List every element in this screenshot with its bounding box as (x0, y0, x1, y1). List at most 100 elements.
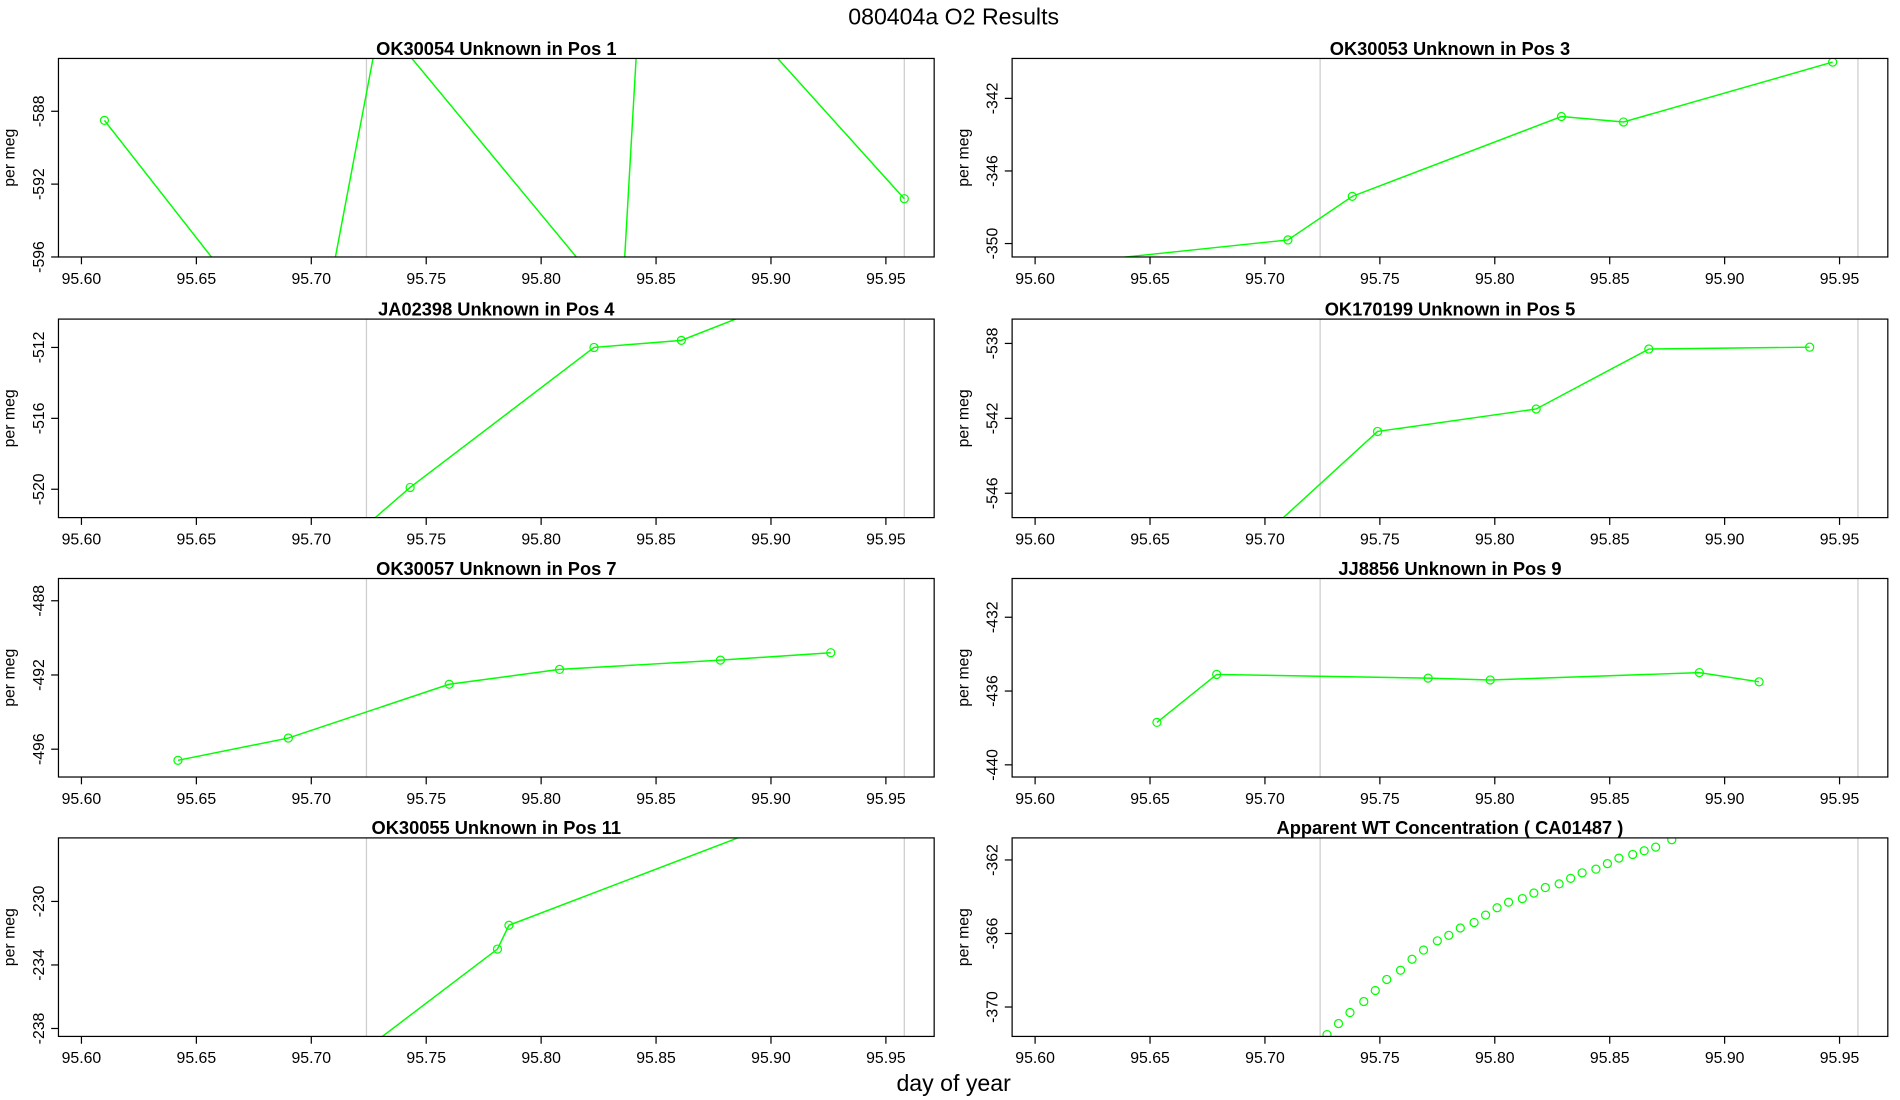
x-tick-label: 95.80 (521, 1050, 561, 1067)
x-tick-label: 95.90 (1705, 1050, 1745, 1067)
x-tick-label: 95.70 (1245, 271, 1285, 288)
y-axis-label: per meg (2, 908, 19, 966)
panel: OK30057 Unknown in Pos 7 per meg 95.60 95.6… (2, 558, 935, 808)
y-axis-label: per meg (955, 129, 972, 187)
y-tick-label: -596 (31, 241, 48, 273)
plot-frame (1011, 577, 1889, 778)
x-tick-label: 95.70 (291, 1050, 331, 1067)
plot-frame (1011, 837, 1889, 1038)
x-tick-label: 95.65 (1130, 531, 1170, 548)
x-tick-label: 95.60 (62, 531, 102, 548)
plot-area (99, 16, 909, 316)
data-point (1503, 897, 1514, 907)
x-tick-label: 95.70 (291, 531, 331, 548)
data-point (405, 482, 415, 493)
plot-area (374, 283, 821, 518)
plot-area (1118, 58, 1838, 257)
y-tick-label: -238 (31, 1012, 48, 1044)
data-point (1591, 864, 1601, 874)
panel: OK30055 Unknown in Pos 11 per meg 95.60 95.… (2, 817, 935, 1067)
data-point (283, 733, 293, 743)
data-point (715, 655, 726, 665)
x-tick-label: 95.85 (1590, 791, 1630, 808)
panel-title: OK170199 Unknown in Pos 5 (1325, 298, 1576, 319)
data-point (618, 308, 626, 316)
x-axis-label: day of year (896, 1070, 1011, 1096)
panel-title: OK30053 Unknown in Pos 3 (1330, 38, 1570, 59)
data-point (1423, 673, 1433, 683)
data-point (1566, 873, 1576, 883)
data-point (1407, 954, 1417, 964)
data-point (1628, 849, 1638, 860)
series-line (374, 319, 738, 518)
plot-frame (57, 577, 935, 778)
data-point (826, 648, 836, 658)
plot-area (381, 837, 740, 1037)
series-line (177, 651, 831, 762)
y-axis-label: per meg (955, 649, 972, 707)
x-tick-label: 95.65 (177, 1050, 217, 1067)
data-point (676, 335, 686, 345)
y-tick-label: -588 (31, 95, 48, 127)
y-axis-label: per meg (955, 908, 972, 966)
x-tick-label: 95.95 (1820, 271, 1860, 288)
data-point (1152, 717, 1162, 728)
x-tick-label: 95.70 (291, 791, 331, 808)
data-point (1395, 965, 1406, 975)
data-point (1432, 936, 1442, 946)
panel: Apparent WT Concentration ( CA01487 ) per… (955, 817, 1889, 1067)
data-point (1418, 945, 1429, 955)
y-tick-label: -440 (984, 749, 1001, 781)
plot-frame (57, 57, 935, 258)
panel: OK30054 Unknown in Pos 1 per meg 95.60 95.6… (2, 16, 935, 316)
data-point (1485, 675, 1495, 685)
y-tick-label: -370 (984, 991, 1001, 1023)
x-tick-label: 95.65 (1130, 1050, 1170, 1067)
data-point (1828, 58, 1838, 67)
x-tick-label: 95.85 (636, 271, 676, 288)
y-tick-label: -496 (31, 733, 48, 765)
x-tick-label: 95.90 (751, 531, 791, 548)
x-tick-label: 95.80 (1475, 1050, 1515, 1067)
data-point (1754, 677, 1764, 687)
panel-title: OK30054 Unknown in Pos 1 (376, 38, 616, 59)
data-point (1333, 1018, 1344, 1029)
panel-title: OK30057 Unknown in Pos 7 (376, 558, 616, 579)
data-point (1372, 426, 1383, 437)
x-tick-label: 95.85 (1590, 271, 1630, 288)
y-tick-label: -350 (984, 228, 1001, 260)
data-point (1556, 111, 1567, 122)
x-tick-label: 95.60 (1015, 531, 1055, 548)
data-point (1805, 342, 1815, 352)
data-point (589, 342, 599, 353)
data-point (1444, 930, 1454, 940)
plot-area (1152, 667, 1764, 728)
panel: JA02398 Unknown in Pos 4 per meg 95.60 95.6… (2, 283, 935, 548)
data-point (1322, 1029, 1332, 1037)
x-tick-label: 95.85 (636, 531, 676, 548)
data-point (813, 283, 821, 291)
figure-title: 080404a O2 Results (848, 3, 1059, 29)
plot-frame (57, 318, 935, 519)
x-tick-label: 95.60 (62, 271, 102, 288)
x-tick-label: 95.70 (291, 271, 331, 288)
x-tick-label: 95.85 (636, 1050, 676, 1067)
y-tick-label: -346 (984, 155, 1001, 187)
x-tick-label: 95.90 (751, 791, 791, 808)
y-tick-label: -230 (31, 885, 48, 917)
x-tick-label: 95.60 (1015, 271, 1055, 288)
y-tick-label: -542 (984, 403, 1001, 435)
x-tick-label: 95.80 (1475, 791, 1515, 808)
data-point (1639, 846, 1649, 856)
data-point (1347, 191, 1357, 201)
data-point (376, 16, 384, 24)
x-tick-label: 95.60 (62, 791, 102, 808)
panel: OK30053 Unknown in Pos 3 per meg 95.60 95.6… (955, 38, 1889, 288)
x-tick-label: 95.65 (177, 271, 217, 288)
data-point (1370, 985, 1380, 996)
data-point (1694, 667, 1704, 678)
data-point (1651, 842, 1661, 852)
series-line (381, 837, 740, 1037)
x-tick-label: 95.75 (406, 531, 446, 548)
x-tick-label: 95.80 (1475, 531, 1515, 548)
